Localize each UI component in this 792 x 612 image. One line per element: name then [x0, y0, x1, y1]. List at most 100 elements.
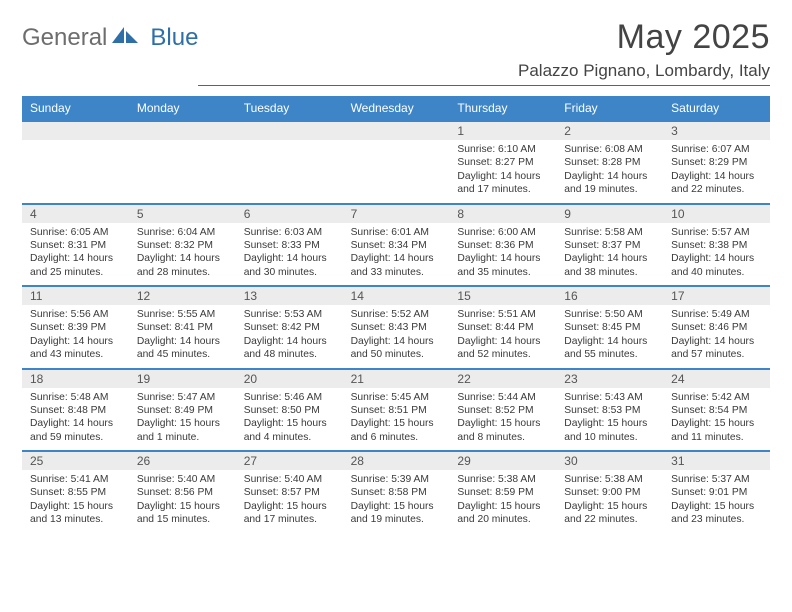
daylight-line: Daylight: 14 hours and 28 minutes.	[137, 252, 230, 279]
dow-cell: Tuesday	[236, 96, 343, 120]
location-subtitle: Palazzo Pignano, Lombardy, Italy	[198, 61, 770, 86]
daylight-line: Daylight: 14 hours and 19 minutes.	[564, 170, 657, 197]
daynum-band: 18192021222324	[22, 370, 770, 388]
sunset-line: Sunset: 8:55 PM	[30, 486, 123, 499]
day-cell: Sunrise: 5:45 AMSunset: 8:51 PMDaylight:…	[343, 388, 450, 451]
daylight-line: Daylight: 14 hours and 35 minutes.	[457, 252, 550, 279]
day-cell: Sunrise: 6:03 AMSunset: 8:33 PMDaylight:…	[236, 223, 343, 286]
sunrise-line: Sunrise: 5:38 AM	[564, 473, 657, 486]
day-number: 7	[343, 205, 450, 223]
sunset-line: Sunset: 8:52 PM	[457, 404, 550, 417]
day-of-week-header: SundayMondayTuesdayWednesdayThursdayFrid…	[22, 96, 770, 120]
sunset-line: Sunset: 8:46 PM	[671, 321, 764, 334]
sunset-line: Sunset: 8:45 PM	[564, 321, 657, 334]
day-number: 16	[556, 287, 663, 305]
logo-sail-icon	[112, 25, 140, 52]
daylight-line: Daylight: 15 hours and 22 minutes.	[564, 500, 657, 527]
sunrise-line: Sunrise: 5:48 AM	[30, 391, 123, 404]
day-cell	[129, 140, 236, 203]
day-number: 17	[663, 287, 770, 305]
sunrise-line: Sunrise: 6:07 AM	[671, 143, 764, 156]
daylight-line: Daylight: 14 hours and 43 minutes.	[30, 335, 123, 362]
sunrise-line: Sunrise: 5:51 AM	[457, 308, 550, 321]
day-number: 14	[343, 287, 450, 305]
sunset-line: Sunset: 8:39 PM	[30, 321, 123, 334]
day-cell: Sunrise: 5:41 AMSunset: 8:55 PMDaylight:…	[22, 470, 129, 533]
day-cell: Sunrise: 5:56 AMSunset: 8:39 PMDaylight:…	[22, 305, 129, 368]
sunset-line: Sunset: 8:31 PM	[30, 239, 123, 252]
week-body: Sunrise: 5:48 AMSunset: 8:48 PMDaylight:…	[22, 388, 770, 451]
week-body: Sunrise: 5:41 AMSunset: 8:55 PMDaylight:…	[22, 470, 770, 533]
daynum-band: 25262728293031	[22, 452, 770, 470]
day-cell: Sunrise: 5:52 AMSunset: 8:43 PMDaylight:…	[343, 305, 450, 368]
sunset-line: Sunset: 8:27 PM	[457, 156, 550, 169]
dow-cell: Sunday	[22, 96, 129, 120]
sunrise-line: Sunrise: 5:53 AM	[244, 308, 337, 321]
day-cell: Sunrise: 5:48 AMSunset: 8:48 PMDaylight:…	[22, 388, 129, 451]
day-cell: Sunrise: 6:00 AMSunset: 8:36 PMDaylight:…	[449, 223, 556, 286]
day-cell: Sunrise: 5:38 AMSunset: 8:59 PMDaylight:…	[449, 470, 556, 533]
daylight-line: Daylight: 14 hours and 59 minutes.	[30, 417, 123, 444]
daylight-line: Daylight: 14 hours and 17 minutes.	[457, 170, 550, 197]
day-cell: Sunrise: 5:57 AMSunset: 8:38 PMDaylight:…	[663, 223, 770, 286]
daylight-line: Daylight: 15 hours and 15 minutes.	[137, 500, 230, 527]
sunset-line: Sunset: 8:36 PM	[457, 239, 550, 252]
daylight-line: Daylight: 14 hours and 45 minutes.	[137, 335, 230, 362]
sunset-line: Sunset: 8:38 PM	[671, 239, 764, 252]
sunset-line: Sunset: 8:50 PM	[244, 404, 337, 417]
day-cell: Sunrise: 6:04 AMSunset: 8:32 PMDaylight:…	[129, 223, 236, 286]
sunset-line: Sunset: 8:42 PM	[244, 321, 337, 334]
daylight-line: Daylight: 15 hours and 20 minutes.	[457, 500, 550, 527]
day-number: 24	[663, 370, 770, 388]
sunrise-line: Sunrise: 5:49 AM	[671, 308, 764, 321]
day-number: 6	[236, 205, 343, 223]
dow-cell: Wednesday	[343, 96, 450, 120]
day-number	[129, 122, 236, 140]
day-number: 3	[663, 122, 770, 140]
dow-cell: Friday	[556, 96, 663, 120]
daylight-line: Daylight: 15 hours and 1 minute.	[137, 417, 230, 444]
day-cell: Sunrise: 5:38 AMSunset: 9:00 PMDaylight:…	[556, 470, 663, 533]
day-cell: Sunrise: 6:10 AMSunset: 8:27 PMDaylight:…	[449, 140, 556, 203]
day-number: 18	[22, 370, 129, 388]
day-number: 8	[449, 205, 556, 223]
daylight-line: Daylight: 15 hours and 17 minutes.	[244, 500, 337, 527]
daylight-line: Daylight: 14 hours and 22 minutes.	[671, 170, 764, 197]
day-number: 20	[236, 370, 343, 388]
day-number: 27	[236, 452, 343, 470]
sunrise-line: Sunrise: 6:04 AM	[137, 226, 230, 239]
day-cell: Sunrise: 5:53 AMSunset: 8:42 PMDaylight:…	[236, 305, 343, 368]
day-number: 5	[129, 205, 236, 223]
daylight-line: Daylight: 14 hours and 55 minutes.	[564, 335, 657, 362]
day-cell: Sunrise: 5:47 AMSunset: 8:49 PMDaylight:…	[129, 388, 236, 451]
sunrise-line: Sunrise: 6:00 AM	[457, 226, 550, 239]
sunset-line: Sunset: 8:44 PM	[457, 321, 550, 334]
day-cell	[236, 140, 343, 203]
day-cell: Sunrise: 6:01 AMSunset: 8:34 PMDaylight:…	[343, 223, 450, 286]
sunrise-line: Sunrise: 5:40 AM	[137, 473, 230, 486]
week-row: 11121314151617Sunrise: 5:56 AMSunset: 8:…	[22, 285, 770, 368]
sunrise-line: Sunrise: 6:03 AM	[244, 226, 337, 239]
week-row: 18192021222324Sunrise: 5:48 AMSunset: 8:…	[22, 368, 770, 451]
sunset-line: Sunset: 8:43 PM	[351, 321, 444, 334]
daynum-band: 45678910	[22, 205, 770, 223]
dow-cell: Thursday	[449, 96, 556, 120]
day-number: 2	[556, 122, 663, 140]
daylight-line: Daylight: 15 hours and 8 minutes.	[457, 417, 550, 444]
sunset-line: Sunset: 8:54 PM	[671, 404, 764, 417]
brand-text-blue: Blue	[150, 24, 198, 52]
daylight-line: Daylight: 14 hours and 25 minutes.	[30, 252, 123, 279]
daylight-line: Daylight: 14 hours and 48 minutes.	[244, 335, 337, 362]
day-cell: Sunrise: 5:50 AMSunset: 8:45 PMDaylight:…	[556, 305, 663, 368]
sunset-line: Sunset: 8:56 PM	[137, 486, 230, 499]
sunrise-line: Sunrise: 5:39 AM	[351, 473, 444, 486]
daylight-line: Daylight: 15 hours and 11 minutes.	[671, 417, 764, 444]
day-cell: Sunrise: 5:40 AMSunset: 8:56 PMDaylight:…	[129, 470, 236, 533]
sunrise-line: Sunrise: 5:38 AM	[457, 473, 550, 486]
sunrise-line: Sunrise: 5:58 AM	[564, 226, 657, 239]
sunrise-line: Sunrise: 6:10 AM	[457, 143, 550, 156]
week-body: Sunrise: 6:10 AMSunset: 8:27 PMDaylight:…	[22, 140, 770, 203]
day-number: 10	[663, 205, 770, 223]
sunset-line: Sunset: 8:41 PM	[137, 321, 230, 334]
day-cell: Sunrise: 6:05 AMSunset: 8:31 PMDaylight:…	[22, 223, 129, 286]
